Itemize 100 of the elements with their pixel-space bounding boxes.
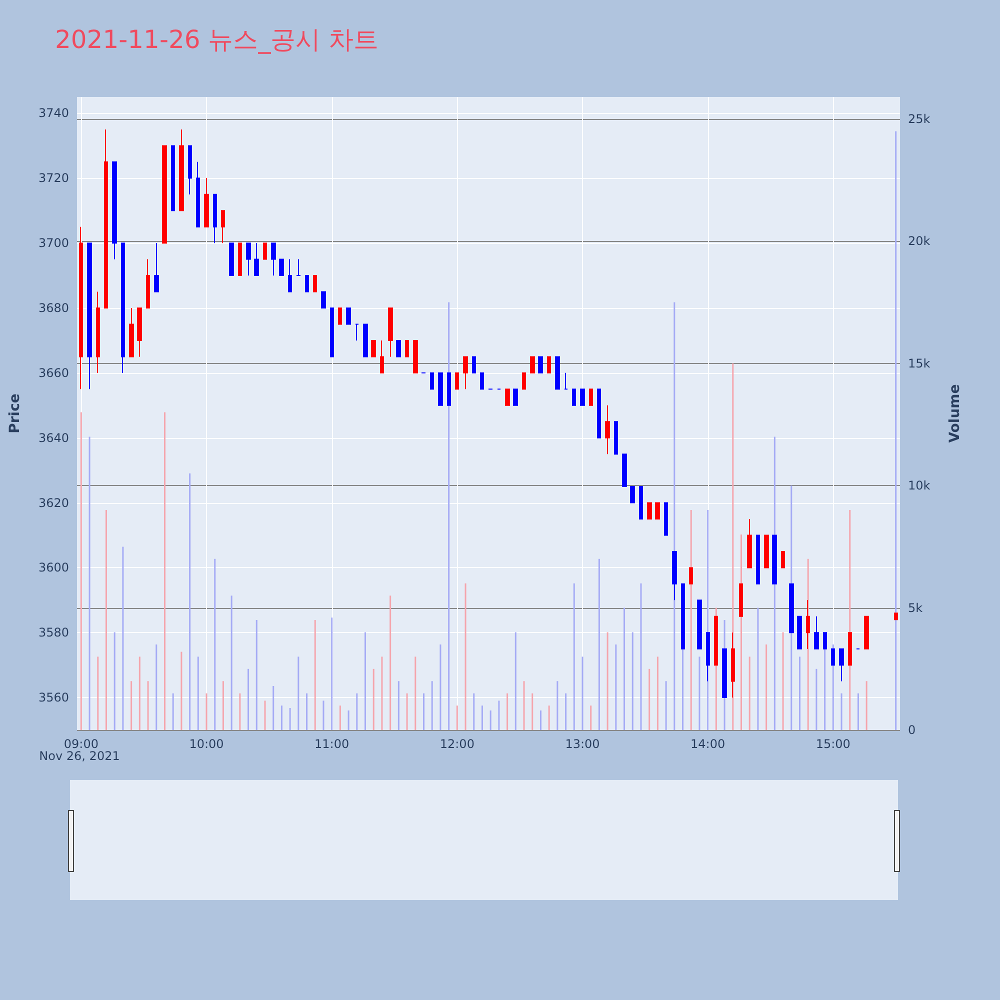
candlestick	[781, 550, 785, 568]
candlestick	[330, 308, 334, 358]
candlestick	[438, 372, 443, 406]
candlestick	[630, 486, 635, 504]
candlestick	[363, 324, 368, 358]
y-tick-label: 3640	[38, 430, 69, 445]
candlestick	[789, 583, 794, 634]
candlestick	[238, 242, 242, 276]
candlestick	[505, 388, 510, 406]
candlestick	[647, 502, 652, 520]
candlestick	[564, 372, 568, 390]
candlestick	[639, 486, 643, 520]
candlestick	[731, 632, 735, 698]
candlestick	[706, 632, 710, 682]
candlestick	[589, 388, 593, 406]
candlestick	[463, 356, 468, 390]
y-tick-label: 3740	[38, 106, 69, 120]
candlestick	[87, 242, 92, 390]
y2-tick-label: 20k	[908, 234, 930, 248]
candlestick	[338, 308, 342, 325]
candlestick	[689, 567, 693, 584]
candlestick	[313, 275, 317, 292]
candlestick	[747, 518, 752, 568]
x-tick-label: 10:00	[189, 737, 224, 751]
candlestick	[405, 340, 409, 358]
y-tick-label: 3700	[38, 236, 69, 250]
candlestick	[764, 534, 769, 568]
candlestick	[96, 291, 100, 374]
candlestick	[388, 308, 393, 358]
candlestick	[413, 340, 418, 374]
y-tick-label: 3680	[38, 301, 69, 315]
candlestick	[321, 291, 326, 308]
candlestick	[513, 388, 518, 406]
candlestick	[655, 502, 660, 520]
y-axis-title: Price	[7, 394, 23, 434]
candlestick	[472, 356, 476, 374]
y2-axis-title: Volume	[947, 384, 963, 443]
candlestick	[154, 242, 159, 292]
candlestick	[79, 226, 83, 390]
candlestick	[480, 372, 484, 390]
y2-tick-label: 25k	[908, 112, 930, 126]
candlestick	[396, 340, 401, 358]
text: Nov 26, 2021	[39, 749, 120, 763]
candlestick	[137, 308, 142, 358]
candlestick	[112, 161, 117, 260]
candlestick	[538, 356, 543, 374]
y2-tick-label: 5k	[908, 600, 923, 615]
candlestick	[288, 258, 292, 292]
candlestick	[246, 242, 251, 276]
candlestick	[530, 356, 535, 374]
candlestick	[614, 421, 618, 455]
y2-tick-label: 0	[908, 723, 916, 737]
candlestick	[296, 258, 301, 276]
candlestick	[697, 600, 702, 650]
candlestick	[146, 258, 150, 308]
candlestick	[572, 388, 576, 406]
y-tick-label: 3720	[38, 171, 69, 186]
candlestick	[772, 534, 777, 584]
candlestick	[622, 454, 627, 488]
candlestick	[447, 372, 451, 406]
candlestick	[171, 145, 175, 212]
candlestick	[455, 372, 459, 390]
candlestick	[371, 340, 376, 358]
y-tick-label: 3580	[38, 626, 69, 640]
candlestick	[229, 242, 234, 276]
candlestick	[848, 632, 852, 666]
candlestick	[121, 242, 125, 374]
candlestick	[104, 128, 108, 308]
candlestick	[380, 340, 384, 374]
candlestick	[580, 388, 585, 406]
candlestick	[204, 178, 209, 228]
candlestick	[831, 648, 835, 666]
candlestick	[129, 308, 134, 358]
candlestick	[263, 242, 267, 260]
candlestick	[179, 128, 184, 212]
y2-tick-label: 10k	[908, 478, 930, 493]
y2-tick-label: 15k	[908, 356, 930, 370]
candlestick	[894, 612, 898, 620]
x-tick-label: 15:00	[816, 737, 850, 751]
x-tick-label: 13:00	[565, 737, 600, 751]
candlestick	[279, 258, 284, 276]
candlestick	[555, 356, 560, 390]
candlestick	[605, 404, 610, 455]
y-tick-label: 3560	[38, 690, 69, 705]
candlestick	[254, 242, 259, 276]
x-tick-label: 12:00	[440, 737, 474, 751]
candlestick	[672, 550, 677, 601]
candlestick	[162, 145, 167, 244]
candlestick	[864, 616, 869, 650]
candlestick	[305, 275, 309, 292]
chart-title: 2021-11-26 뉴스_공시 차트	[55, 25, 379, 54]
x-tick-label: 09:00	[64, 737, 98, 751]
candlestick	[271, 242, 276, 276]
candlestick	[213, 194, 217, 244]
candlestick	[806, 600, 810, 650]
candlestick	[739, 583, 743, 617]
candlestick	[756, 534, 760, 584]
y-tick-label: 3620	[38, 496, 69, 510]
candlestick	[814, 616, 819, 650]
candlestick	[664, 502, 668, 536]
